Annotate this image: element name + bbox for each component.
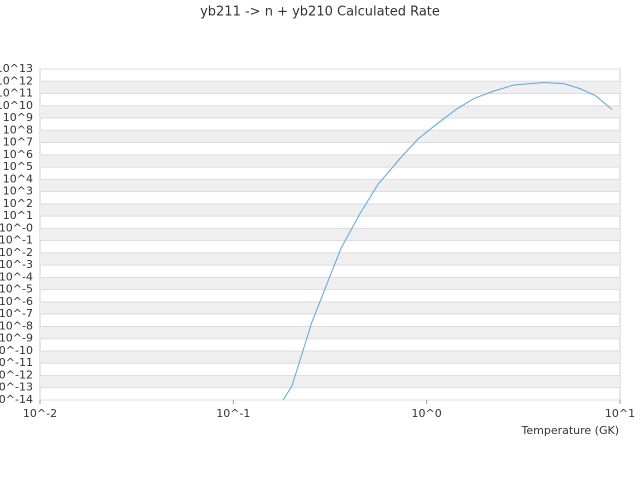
y-tick-label: 10^-2: [0, 246, 33, 259]
x-tick-label: 10^0: [412, 407, 442, 420]
y-tick-label: 10^12: [0, 74, 33, 87]
y-tick-label: 10^13: [0, 62, 33, 75]
data-line: [282, 81, 613, 401]
grid-band: [40, 130, 620, 143]
grid-band: [40, 375, 620, 388]
grid-band: [40, 252, 620, 266]
y-tick-label: 10^9: [3, 111, 33, 124]
x-tick-label: 10^1: [605, 407, 635, 420]
y-tick-label: 10^-13: [0, 381, 33, 394]
y-tick-label: 10^-4: [0, 270, 33, 283]
y-tick-label: 10^-10: [0, 344, 33, 357]
grid-band: [40, 105, 620, 119]
grid-band: [40, 203, 620, 217]
y-tick-label: 10^-1: [0, 234, 33, 247]
y-tick-label: 10^6: [3, 148, 33, 161]
y-tick-label: 10^2: [3, 197, 33, 210]
y-tick-label: 10^-8: [0, 319, 33, 332]
grid-band: [40, 326, 620, 339]
x-tick-label: 10^-2: [23, 407, 57, 420]
grid-band: [40, 277, 620, 290]
grid-band: [40, 154, 620, 168]
y-tick-label: 10^8: [3, 123, 33, 136]
grid-band: [40, 350, 620, 364]
y-tick-label: 10^-5: [0, 283, 33, 296]
y-tick-label: 10^-6: [0, 295, 33, 308]
y-tick-label: 10^10: [0, 99, 33, 112]
y-tick-label: 10^1: [3, 209, 33, 222]
y-tick-label: 10^4: [3, 172, 33, 185]
y-tick-label: 10^3: [3, 185, 33, 198]
grid-band: [40, 301, 620, 315]
y-tick-label: 10^-0: [0, 221, 33, 234]
x-tick-label: 10^-1: [216, 407, 250, 420]
y-tick-label: 10^-3: [0, 258, 33, 271]
grid-band: [40, 81, 620, 94]
y-tick-label: 10^-7: [0, 307, 33, 320]
grid-band: [40, 228, 620, 241]
y-tick-label: 10^-12: [0, 368, 33, 381]
chart-title: yb211 -> n + yb210 Calculated Rate: [200, 5, 440, 20]
y-tick-label: 10^11: [0, 87, 33, 100]
y-tick-label: 10^7: [3, 136, 33, 149]
y-tick-label: 10^-11: [0, 356, 33, 369]
x-axis-label: Temperature (GK): [521, 424, 620, 437]
grid-band: [40, 179, 620, 192]
y-tick-label: 10^5: [3, 160, 33, 173]
y-tick-label: 10^-14: [0, 393, 33, 406]
y-tick-label: 10^-9: [0, 332, 33, 345]
